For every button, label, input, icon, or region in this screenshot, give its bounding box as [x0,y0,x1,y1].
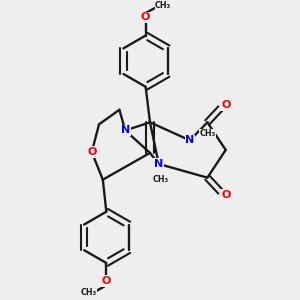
Text: O: O [141,13,150,22]
Text: CH₃: CH₃ [81,289,97,298]
Text: CH₃: CH₃ [153,175,169,184]
Text: O: O [221,190,230,200]
Text: O: O [221,100,230,110]
Text: CH₃: CH₃ [199,130,215,139]
Text: CH₃: CH₃ [155,1,171,10]
Text: N: N [121,125,130,136]
Text: N: N [154,159,164,169]
Text: N: N [185,135,194,146]
Text: O: O [102,276,111,286]
Text: O: O [87,147,96,157]
